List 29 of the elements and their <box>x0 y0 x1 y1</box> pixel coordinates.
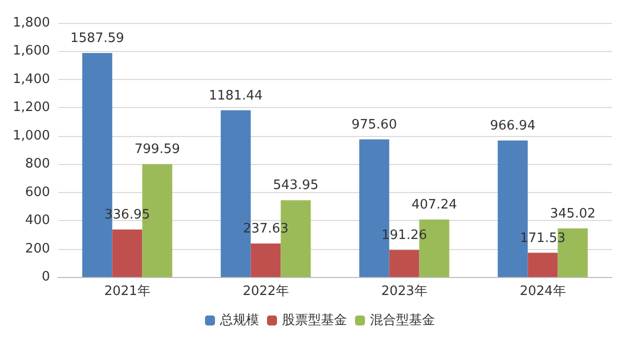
y-tick-label: 1,800 <box>12 16 50 30</box>
data-label: 966.94 <box>490 118 536 134</box>
bar <box>250 243 281 277</box>
legend-label: 股票型基金 <box>282 313 347 328</box>
y-tick-label: 400 <box>25 213 50 228</box>
y-tick-label: 800 <box>25 156 50 172</box>
data-label: 543.95 <box>273 178 319 194</box>
bar <box>389 250 420 277</box>
y-tick-label: 600 <box>25 184 50 200</box>
data-label: 975.60 <box>351 117 397 132</box>
x-tick-label: 2023年 <box>381 284 428 299</box>
data-label: 799.59 <box>134 142 180 158</box>
y-tick-label: 1,400 <box>12 72 50 87</box>
data-label: 407.24 <box>412 198 458 213</box>
y-tick-label: 1,600 <box>12 44 50 59</box>
data-label: 1181.44 <box>208 88 263 104</box>
legend-label: 总规模 <box>219 313 259 328</box>
y-tick-label: 1,000 <box>12 128 50 144</box>
x-tick-label: 2022年 <box>242 284 289 299</box>
y-tick-label: 0 <box>42 270 50 284</box>
bar <box>112 229 142 277</box>
x-tick-label: 2021年 <box>104 284 150 299</box>
legend-label: 混合型基金 <box>370 313 435 328</box>
data-label: 1587.59 <box>70 30 124 46</box>
data-label: 345.02 <box>550 206 596 222</box>
x-tick-label: 2024年 <box>520 284 566 299</box>
y-tick-label: 1,200 <box>12 100 50 116</box>
y-tick-label: 200 <box>25 241 50 256</box>
bar <box>528 252 558 277</box>
